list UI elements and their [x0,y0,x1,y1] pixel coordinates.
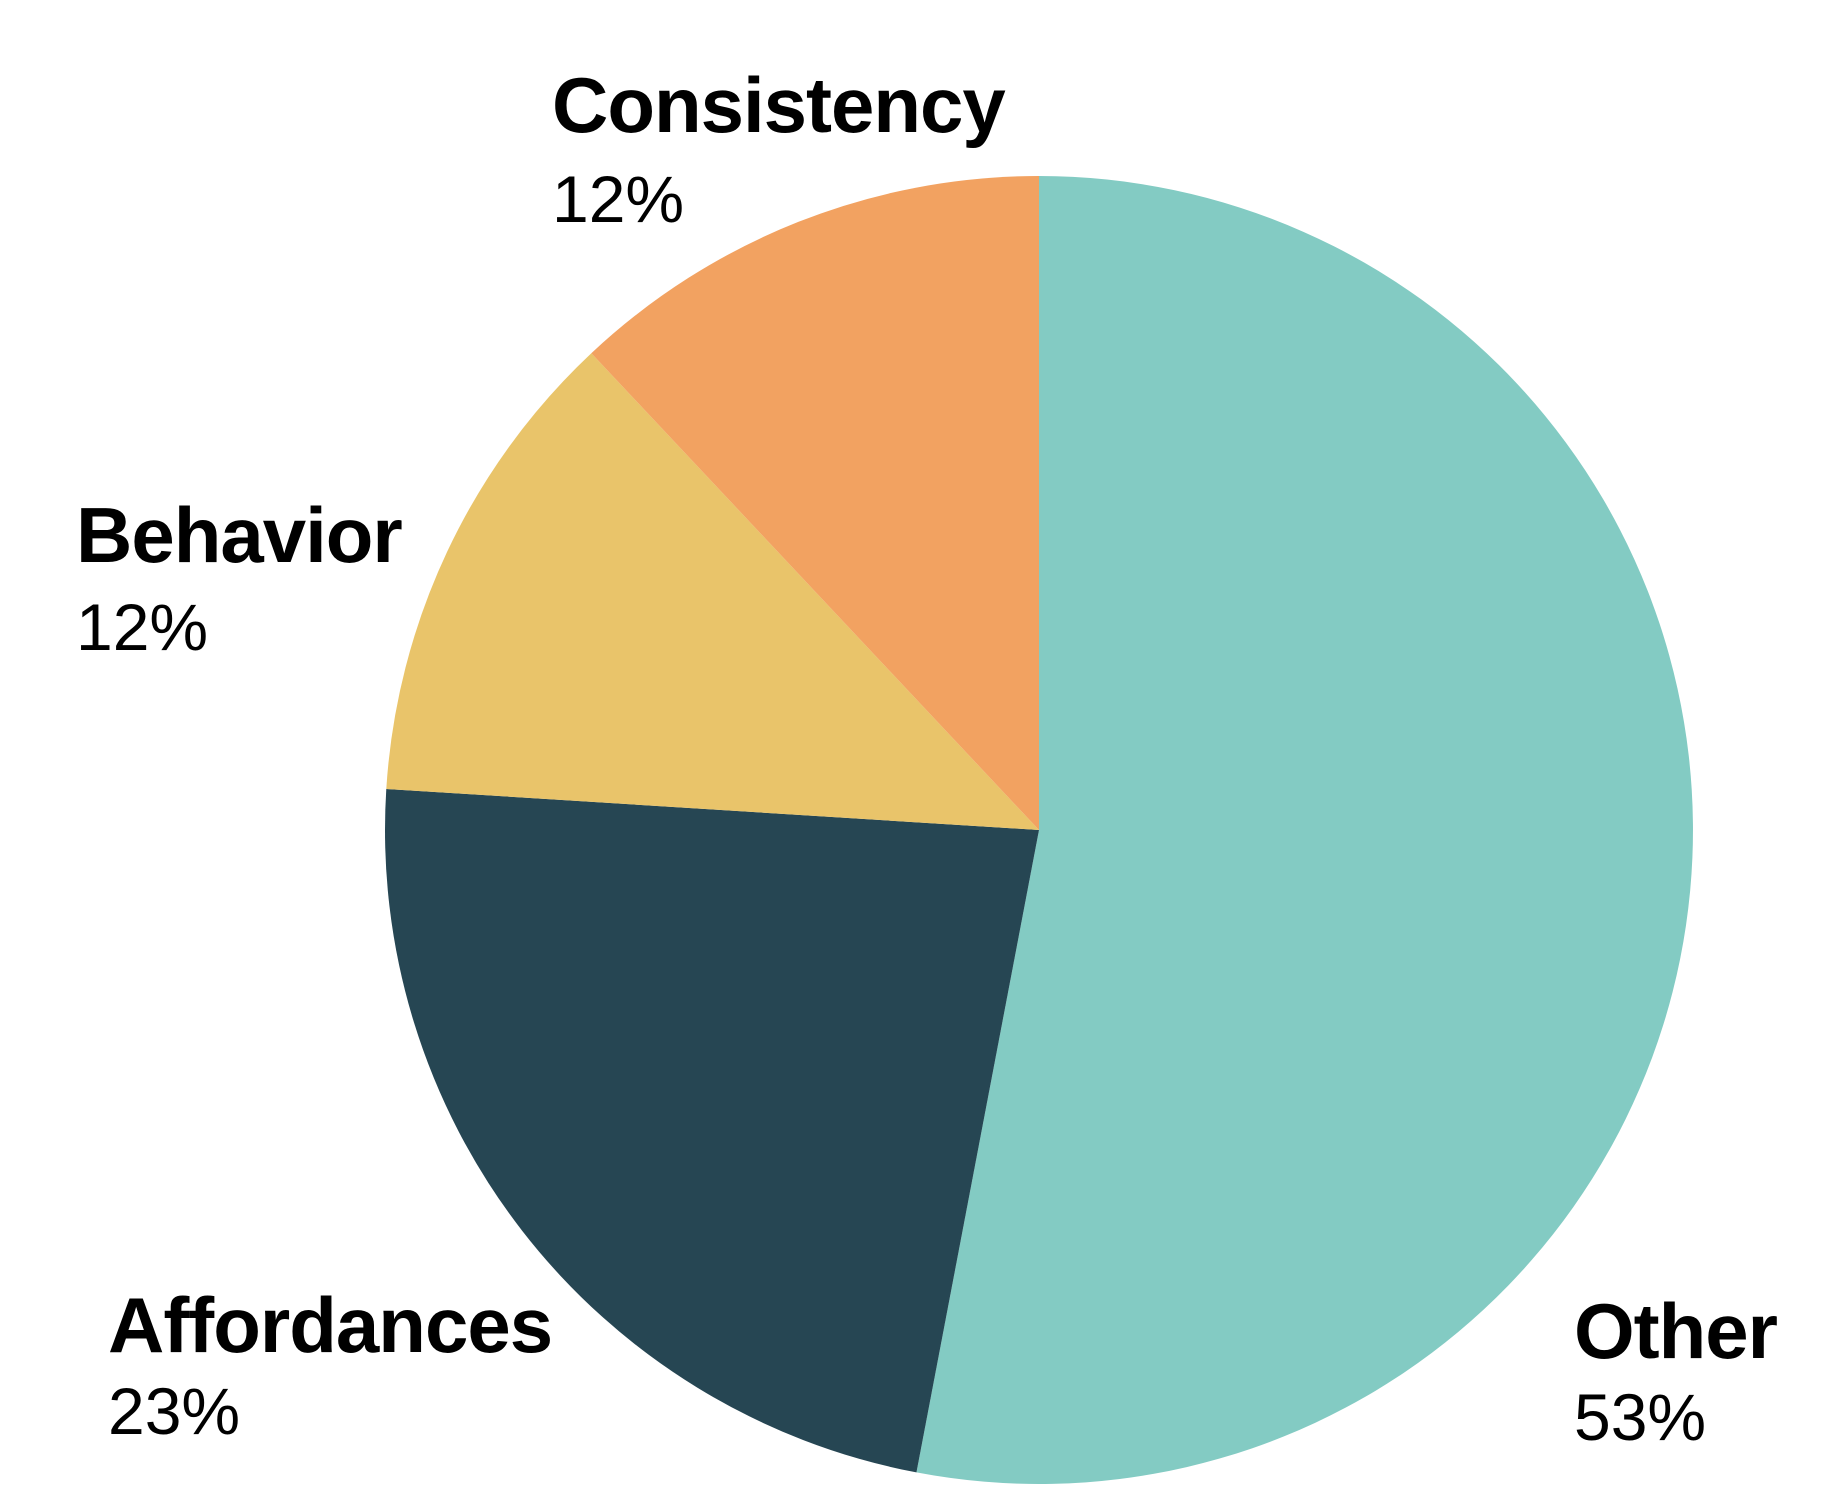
slice-value-affordances: 23% [108,1374,240,1448]
slice-value-consistency: 12% [552,162,684,236]
pie-slice-behavior [386,353,1039,830]
pie-label-behavior: Behavior 12% [76,491,403,664]
slice-label-behavior: Behavior [76,491,402,579]
pie-slices [384,176,1693,1484]
pie-label-consistency: Consistency 12% [552,61,1006,236]
slice-label-affordances: Affordances [108,1281,552,1369]
slice-label-consistency: Consistency [552,61,1005,149]
slice-value-behavior: 12% [76,590,208,664]
pie-slice-affordances [384,788,1039,1473]
pie-slice-consistency [591,176,1039,830]
slice-label-other: Other [1574,1287,1778,1375]
pie-label-other: Other 53% [1574,1287,1779,1454]
pie-slice-other [916,176,1693,1484]
slice-value-other: 53% [1574,1380,1706,1454]
pie-label-affordances: Affordances 23% [108,1281,553,1448]
